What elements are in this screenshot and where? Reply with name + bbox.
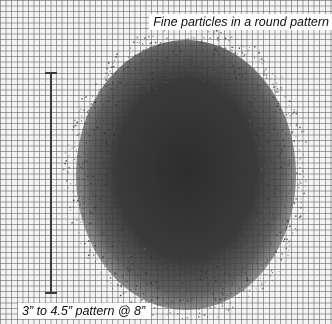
caption-top: Fine particles in a round pattern (149, 14, 332, 30)
spray-pattern (76, 40, 296, 310)
caption-bottom: 3” to 4.5” pattern @ 8” (18, 303, 152, 319)
measurement-line (45, 72, 57, 294)
